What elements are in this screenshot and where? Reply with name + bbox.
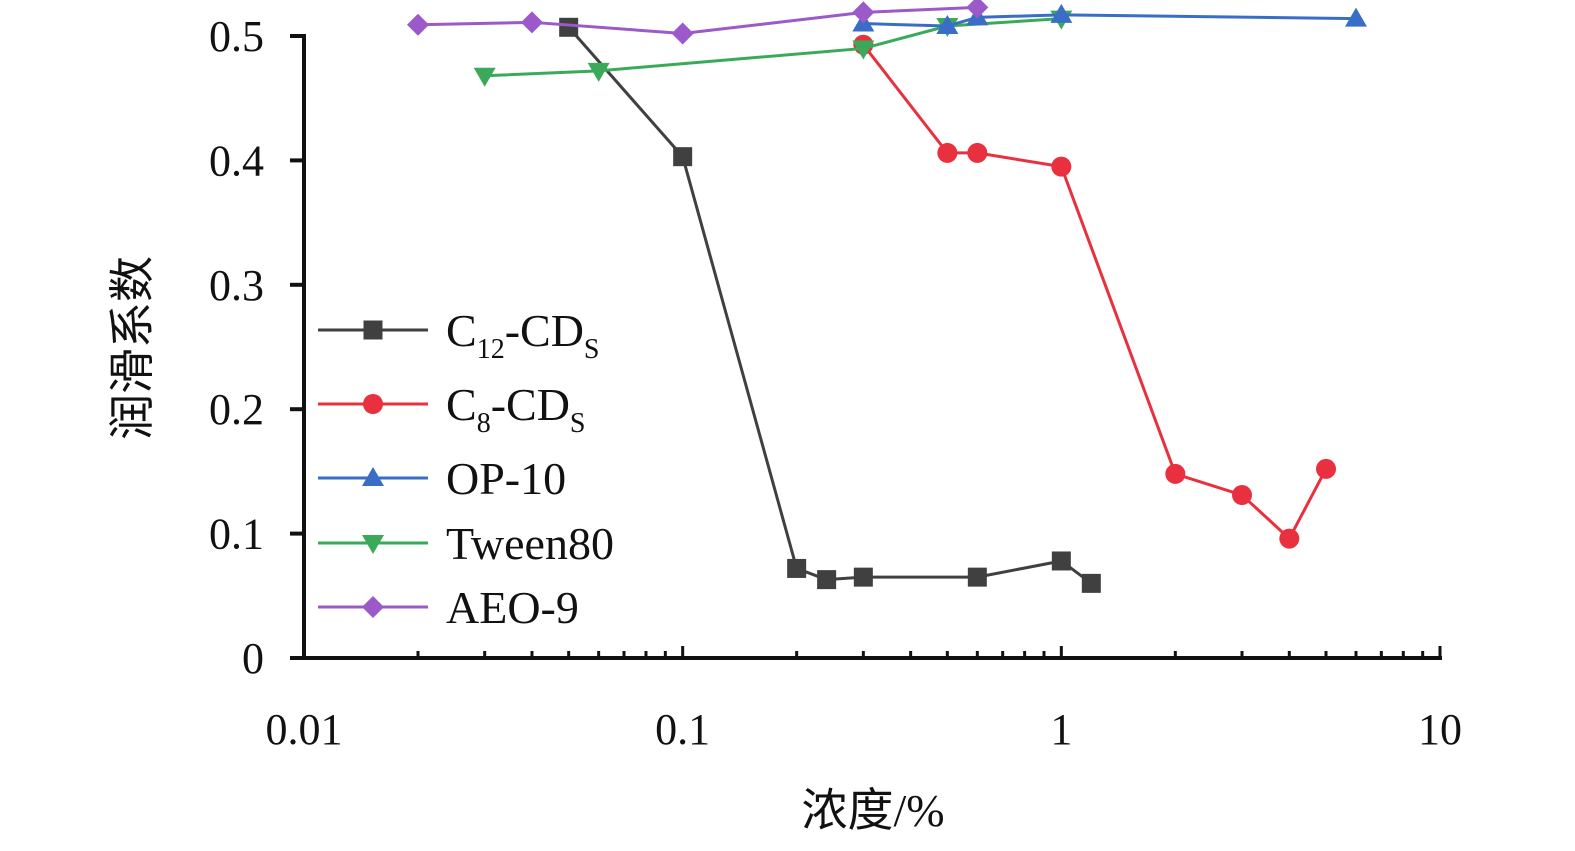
legend-item-tween80: Tween80 [318,518,614,569]
legend-swatch-marker [363,394,383,414]
y-tick-label: 0.2 [209,385,264,434]
data-point-aeo-9 [406,13,429,36]
data-point-c8-cds [1165,463,1186,484]
legend-subscript: 8 [477,408,491,439]
series-line-op-10 [863,13,1357,28]
data-point-aeo-9 [852,1,875,24]
legend-swatch-marker [362,535,384,554]
legend-label: C8-CDS [446,379,586,439]
data-point-c8-cds [1232,485,1253,506]
legend-subscript: S [570,408,586,439]
axes: 0 0.1 0.2 0.3 0.4 0.5 0.01 0.1 1 10 [209,12,1462,754]
series-line-c8-cds [862,43,1328,541]
legend-label: OP-10 [446,453,566,504]
data-point-c12-cds [1051,551,1071,571]
series-c12-cds [559,17,1101,593]
legend-label: AEO-9 [446,582,579,633]
data-point-c12-cds [853,567,873,587]
legend-item-aeo-9: AEO-9 [318,582,579,633]
legend-item-op-10: OP-10 [318,453,566,504]
y-tick-label: 0.3 [209,261,264,310]
data-point-c8-cds [937,142,958,163]
legend-item-c8-cds: C8-CDS [318,379,586,439]
data-point-c8-cds [1051,156,1072,177]
y-axis-label: 润滑系数 [107,256,158,440]
y-tick-label: 0.5 [209,12,264,61]
data-point-tween80 [473,67,496,87]
data-point-c8-cds [1279,528,1300,549]
legend-swatch-marker [362,596,384,618]
legend-text-part: -CD [491,379,570,430]
legend-text-part: -CD [505,305,584,356]
legend-text-part: AEO-9 [446,582,579,633]
data-point-tween80 [587,62,610,82]
legend-text-part: OP-10 [446,453,566,504]
series-line-aeo-9 [417,5,978,36]
data-point-c12-cds [817,570,837,590]
data-point-tween80 [852,40,875,60]
data-point-aeo-9 [520,11,543,34]
legend-item-c12-cds: C12-CDS [318,305,600,365]
data-point-aeo-9 [966,0,989,19]
legend-label: C12-CDS [446,305,600,365]
x-tick-label: 0.01 [266,705,343,754]
legend-swatch-marker [362,467,384,486]
series-layer [406,0,1367,593]
series-aeo-9 [406,0,989,45]
data-point-op-10 [1344,7,1367,27]
y-tick-label: 0.1 [209,510,264,559]
series-line-c12-cds [567,26,1093,585]
legend-swatch-marker [363,320,383,340]
data-point-c12-cds [559,17,579,37]
legend-text-part: C [446,305,477,356]
legend-text-part: Tween80 [446,518,614,569]
y-tick-label: 0 [242,634,264,683]
data-point-c8-cds [1316,458,1337,479]
data-point-c12-cds [1081,573,1101,593]
x-tick-label: 10 [1418,705,1462,754]
legend-label: Tween80 [446,518,614,569]
y-tick-label: 0.4 [209,136,264,185]
data-point-op-10 [936,15,959,35]
data-point-aeo-9 [671,22,694,45]
legend-subscript: 12 [477,334,505,365]
legend-text-part: C [446,379,477,430]
data-point-c12-cds [673,147,693,167]
data-point-op-10 [1050,3,1073,23]
x-axis-label: 浓度/% [801,785,944,836]
data-point-c12-cds [787,558,807,578]
data-point-c12-cds [967,567,987,587]
data-point-c8-cds [967,142,988,163]
x-tick-label: 1 [1050,705,1072,754]
x-tick-label: 0.1 [655,705,710,754]
legend-subscript: S [584,334,600,365]
series-c8-cds [853,34,1337,549]
